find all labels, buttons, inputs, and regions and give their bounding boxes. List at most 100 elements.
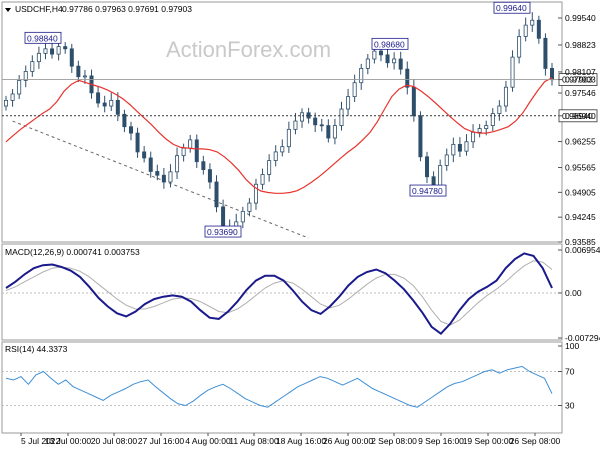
candle bbox=[247, 198, 252, 217]
candle-body bbox=[201, 161, 206, 170]
candle bbox=[490, 108, 495, 131]
candle bbox=[477, 124, 482, 138]
ohlc-values: 0.97786 0.97963 0.97691 0.97903 bbox=[62, 4, 192, 14]
rsi-y-axis: 100 70 30 bbox=[558, 341, 579, 411]
candle-body bbox=[398, 58, 403, 70]
candle bbox=[273, 145, 278, 167]
candle-body bbox=[530, 19, 535, 26]
extreme-label-box bbox=[204, 225, 242, 238]
symbol-label: USDCHF,H4 bbox=[15, 4, 63, 14]
candle-body bbox=[188, 139, 193, 149]
extreme-label: 0.93690 bbox=[207, 227, 238, 237]
moving-average-line bbox=[5, 77, 553, 194]
candle-body bbox=[155, 171, 160, 176]
x-tick-label: 26 Aug 00:00 bbox=[323, 436, 373, 446]
candle bbox=[109, 92, 114, 111]
candle bbox=[148, 151, 153, 178]
candle-body bbox=[405, 68, 410, 88]
x-tick-label: 5 Jul 2022 bbox=[21, 436, 60, 446]
candle bbox=[464, 134, 469, 156]
candle-body bbox=[207, 169, 212, 183]
candle bbox=[10, 89, 15, 107]
price-annotations: 0.98840 0.93690 0.98680 0.94780 0.99640 0.969… bbox=[2, 1, 598, 238]
candle-body bbox=[517, 36, 522, 58]
candle bbox=[293, 112, 298, 135]
price-ytick-label: 0.99540 bbox=[565, 13, 596, 23]
x-tick-label: 18 Aug 16:00 bbox=[276, 436, 326, 446]
candle-body bbox=[135, 132, 140, 153]
candle bbox=[451, 137, 456, 163]
candle-body bbox=[102, 102, 107, 107]
candle bbox=[214, 175, 219, 213]
candle bbox=[82, 70, 87, 84]
candle bbox=[240, 206, 245, 229]
candle bbox=[280, 139, 285, 157]
candle bbox=[543, 33, 548, 76]
candle-body bbox=[4, 99, 9, 107]
macd-line bbox=[5, 252, 553, 336]
macd-panel-frame bbox=[1, 243, 563, 341]
candle bbox=[201, 155, 206, 175]
candle-body bbox=[286, 128, 291, 148]
extreme-label: 0.99640 bbox=[496, 3, 527, 13]
candle-body bbox=[326, 125, 331, 139]
candle-body bbox=[63, 46, 68, 50]
candle-body bbox=[194, 139, 199, 163]
candle-body bbox=[352, 82, 357, 98]
candle-body bbox=[240, 210, 245, 223]
price-ytick-label: 0.97546 bbox=[565, 88, 596, 98]
candle bbox=[352, 74, 357, 103]
candle-body bbox=[247, 202, 252, 212]
x-tick-label: 13 Jul 00:00 bbox=[45, 436, 92, 446]
candle bbox=[418, 111, 423, 162]
rsi-ytick-label: 30 bbox=[565, 401, 575, 411]
candle-body bbox=[510, 56, 515, 88]
candle bbox=[425, 151, 430, 184]
candle-body bbox=[418, 115, 423, 158]
candle-body bbox=[346, 96, 351, 110]
candle-body bbox=[451, 143, 456, 156]
price-ytick-label: 0.96255 bbox=[565, 137, 596, 147]
candle bbox=[175, 147, 180, 180]
x-tick-label: 27 Jul 16:00 bbox=[138, 436, 185, 446]
candle-body bbox=[477, 128, 482, 133]
price-ytick-label: 0.97903 bbox=[565, 75, 596, 85]
candle bbox=[43, 41, 48, 60]
candle bbox=[523, 17, 528, 42]
candle bbox=[319, 118, 324, 132]
candle bbox=[122, 109, 127, 133]
dashed-trendline bbox=[12, 120, 309, 239]
price-panel-frame bbox=[1, 1, 563, 243]
candle-body bbox=[425, 156, 430, 178]
candle bbox=[23, 65, 28, 88]
candle bbox=[69, 43, 74, 73]
dropdown-triangle-icon[interactable] bbox=[5, 8, 11, 12]
rsi-ytick-label: 70 bbox=[565, 367, 575, 377]
candle-body bbox=[36, 52, 41, 63]
candle-body bbox=[378, 50, 383, 56]
candle bbox=[50, 41, 55, 59]
price-ytick-label: 0.93585 bbox=[565, 237, 596, 247]
rsi-grid bbox=[2, 371, 558, 406]
candle-body bbox=[30, 61, 35, 72]
rsi-series-line bbox=[5, 365, 553, 408]
candle bbox=[115, 92, 120, 122]
candle bbox=[253, 178, 258, 210]
extreme-label-box bbox=[24, 31, 62, 44]
candle-body bbox=[293, 120, 298, 130]
candle bbox=[128, 121, 133, 141]
candle-body bbox=[82, 75, 87, 78]
candle bbox=[30, 55, 35, 77]
candle bbox=[135, 127, 140, 158]
candle bbox=[346, 88, 351, 116]
candle-body bbox=[536, 19, 541, 39]
price-ytick-label: 0.98823 bbox=[565, 40, 596, 50]
candle-body bbox=[214, 181, 219, 208]
candle-body bbox=[339, 108, 344, 126]
candle bbox=[76, 60, 81, 83]
candle bbox=[392, 52, 397, 70]
x-tick-label: 11 Aug 08:00 bbox=[229, 436, 279, 446]
candle bbox=[359, 63, 364, 90]
candle bbox=[457, 137, 462, 158]
macd-lines bbox=[5, 252, 553, 336]
